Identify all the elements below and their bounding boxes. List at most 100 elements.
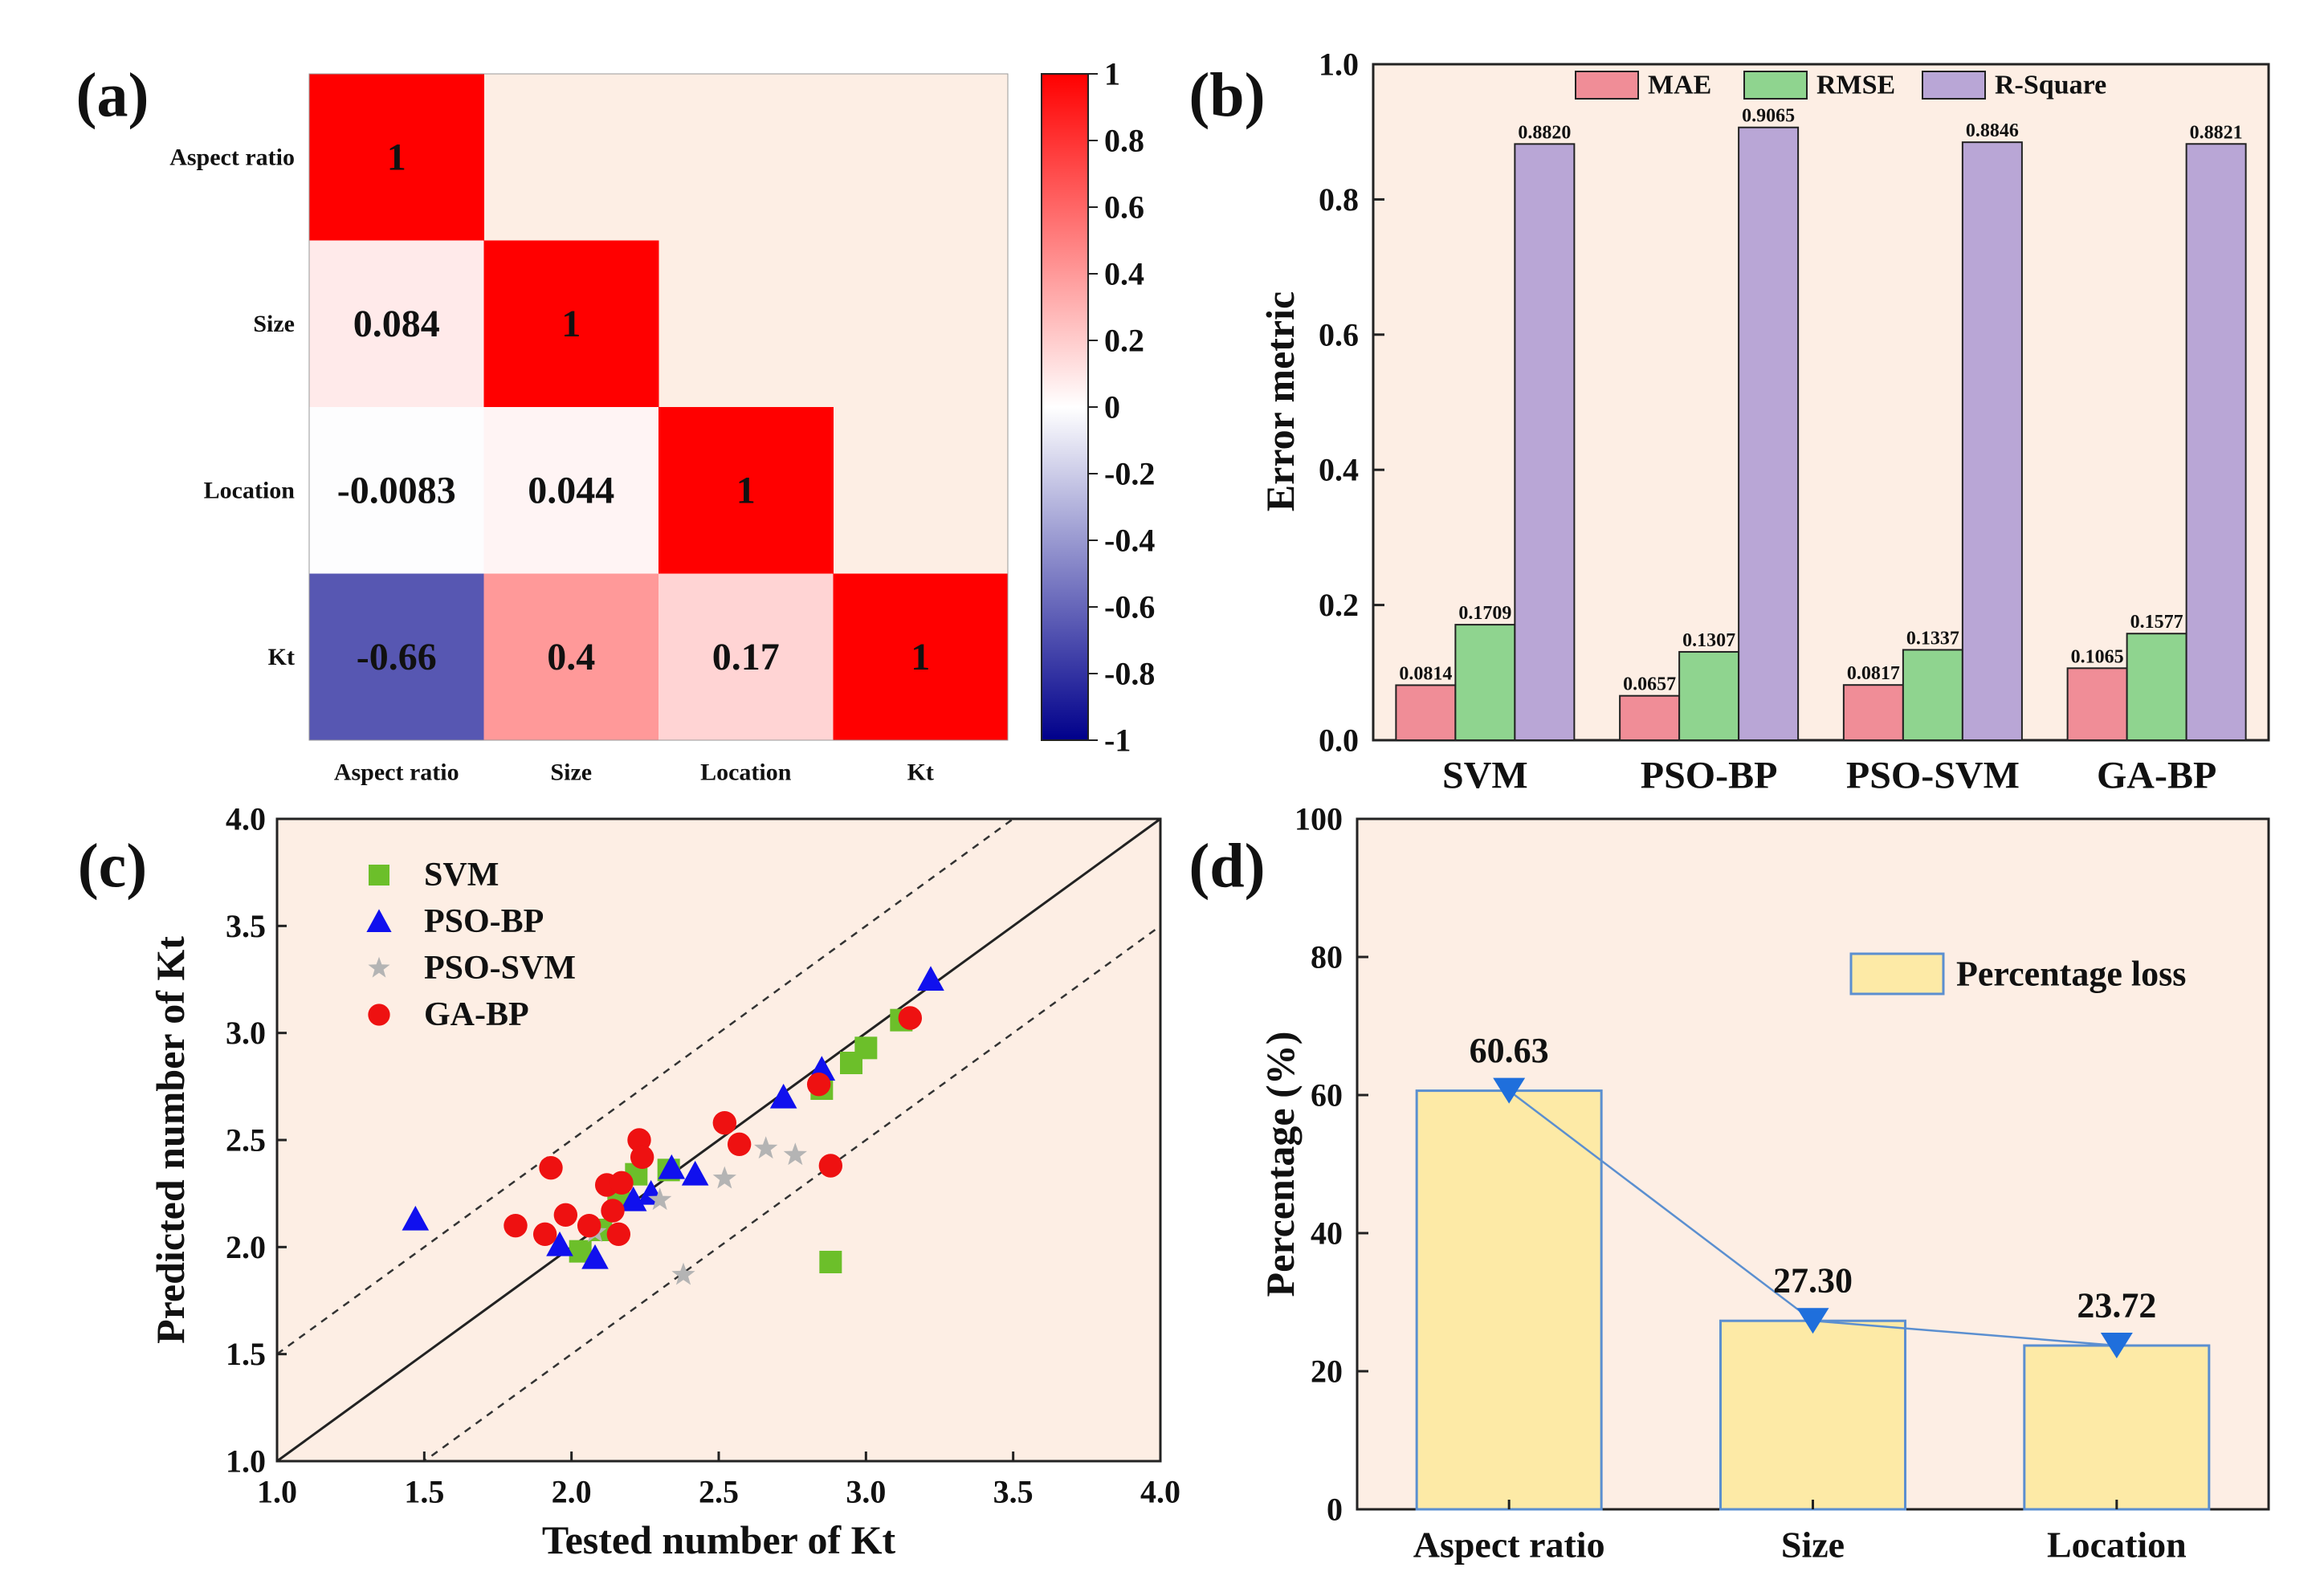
bar-mae-pso-bp [1619, 694, 1681, 742]
legend-marker-pso-svm [368, 956, 390, 978]
point-ga-bp-14 [818, 1154, 843, 1178]
heatmap-cell-r1-c0 [309, 240, 484, 408]
y-tick-label-c-3: 2.5 [226, 1122, 266, 1158]
heatmap-cell-r3-c3 [833, 573, 1009, 741]
legend-label-c-svm: SVM [424, 857, 499, 894]
bar-r-square-ga-bp [2185, 143, 2247, 742]
heatmap-frame [308, 73, 1009, 741]
point-ga-bp-2 [539, 1155, 563, 1180]
bar-rmse-pso-svm [1902, 649, 1963, 742]
y-tick-label-d-3: 60 [1311, 1077, 1343, 1114]
heatmap-value-r3-c1: 0.4 [547, 636, 595, 678]
panel-b-bar-chart: 0.0 0.2 0.4 0.6 0.8 1.0 SVM 0.0814 0.1709 0.8820 P… [1189, 47, 2270, 797]
heatmap-cell-r2-c1 [483, 407, 659, 574]
bar-r-square-pso-bp [1738, 126, 1800, 742]
point-ga-bp-8 [610, 1171, 634, 1195]
bar-label-r-square-svm: 0.8820 [1518, 122, 1571, 143]
x-label-d-location: Location [2047, 1525, 2187, 1566]
heatmap-cell-r1-c1 [483, 240, 659, 408]
lower-band-line [422, 925, 1160, 1461]
bar-label-r-square-ga-bp: 0.8821 [2190, 122, 2243, 143]
heatmap-value-r0-c0: 1 [387, 136, 406, 178]
heatmap-value-r3-c2: 0.17 [712, 636, 780, 678]
identity-line [277, 819, 1160, 1461]
point-pso-bp-3 [619, 1186, 647, 1211]
point-ga-bp-7 [606, 1222, 631, 1247]
colorbar-tick-label-5: 0 [1104, 389, 1120, 425]
bar-rmse-pso-bp [1678, 650, 1740, 742]
bar-r-square-pso-svm [1961, 141, 2023, 741]
colorbar-tick-label-6: -0.2 [1104, 456, 1155, 492]
point-svm-8 [854, 1036, 878, 1060]
x-tick-label-c-6: 4.0 [1140, 1474, 1180, 1510]
legend-swatch-percentage-loss [1849, 952, 1945, 996]
point-pso-bp-5 [658, 1154, 686, 1179]
y-tick-label-b-1: 0.2 [1319, 587, 1359, 623]
colorbar [1041, 73, 1089, 741]
colorbar-tick-label-4: 0.2 [1104, 323, 1144, 359]
bar-label-rmse-pso-bp: 0.1307 [1682, 630, 1735, 651]
bar-label-mae-pso-bp: 0.0657 [1623, 674, 1676, 695]
panel-label-d: (d) [1189, 831, 1265, 901]
y-tick-label-d-4: 80 [1311, 939, 1343, 975]
bar-r-square-svm [1514, 143, 1576, 741]
colorbar-tick-label-9: -0.8 [1104, 656, 1155, 692]
x-label-pso-bp: PSO-BP [1641, 755, 1778, 797]
x-tick-label-c-0: 1.0 [257, 1474, 297, 1510]
heatmap-value-r3-c3: 1 [911, 636, 930, 678]
point-pso-bp-7 [769, 1083, 797, 1109]
col-label-location: Location [700, 759, 792, 786]
col-label-size: Size [550, 759, 592, 786]
heatmap-cell-r2-c2 [658, 407, 834, 574]
y-tick-label-b-5: 1.0 [1319, 47, 1359, 83]
colorbar-tick-label-7: -0.4 [1104, 523, 1155, 559]
legend-label-c-pso-svm: PSO-SVM [424, 950, 576, 987]
heatmap-value-r2-c1: 0.044 [528, 469, 614, 511]
scatter-points [402, 966, 944, 1285]
bar-label-mae-svm: 0.0814 [1399, 663, 1452, 684]
point-pso-bp-2 [581, 1244, 609, 1269]
bar-label-mae-ga-bp: 0.1065 [2071, 646, 2124, 667]
row-label-aspect-ratio: Aspect ratio [169, 144, 295, 170]
point-pso-bp-0 [402, 1205, 430, 1231]
y-tick-label-c-1: 1.5 [226, 1336, 266, 1372]
point-pso-bp-1 [546, 1231, 573, 1256]
legend-swatch-rmse [1743, 71, 1808, 100]
x-label-d-size: Size [1781, 1525, 1845, 1566]
upper-band-line [277, 819, 1015, 1355]
panel-label-c: (c) [78, 831, 148, 901]
y-tick-label-d-5: 100 [1295, 801, 1343, 837]
panel-label-b: (b) [1189, 60, 1265, 130]
reference-lines [277, 819, 1160, 1461]
y-tick-label-b-3: 0.6 [1319, 316, 1359, 352]
point-ga-bp-4 [577, 1213, 601, 1238]
heatmap-cell-r2-c0 [309, 407, 484, 574]
point-ga-bp-1 [532, 1222, 557, 1247]
y-tick-label-c-4: 3.0 [226, 1015, 266, 1051]
panel-a-heatmap: 1 0.084 1 -0.0083 0.044 1 -0.66 0.4 0.17 1 Aspect … [76, 56, 1156, 786]
x-label-svm: SVM [1442, 755, 1528, 797]
point-ga-bp-3 [553, 1203, 578, 1228]
value-label-aspect-ratio: 60.63 [1470, 1031, 1549, 1070]
y-tick-label-c-0: 1.0 [226, 1443, 266, 1480]
colorbar-tick-label-0: 1 [1104, 56, 1120, 92]
y-tick-label-b-2: 0.4 [1319, 452, 1359, 488]
col-label-aspect-ratio: Aspect ratio [334, 759, 459, 786]
legend-label-percentage-loss: Percentage loss [1956, 955, 2186, 994]
value-label-size: 27.30 [1773, 1261, 1853, 1301]
point-svm-6 [819, 1251, 842, 1273]
y-tick-label-d-0: 0 [1327, 1492, 1343, 1528]
value-label-location: 23.72 [2077, 1286, 2156, 1325]
row-label-kt: Kt [268, 644, 295, 670]
bar-mae-pso-svm [1842, 684, 1904, 742]
point-ga-bp-11 [712, 1110, 737, 1135]
legend-swatch-r-square [1922, 71, 1986, 100]
colorbar-tick-label-10: -1 [1104, 723, 1131, 759]
legend-swatch-mae [1575, 71, 1639, 100]
heatmap-cell-r3-c1 [483, 573, 659, 741]
bar-aspect-ratio [1415, 1089, 1603, 1511]
bar-label-mae-pso-svm: 0.0817 [1847, 663, 1900, 684]
point-pso-svm-5 [783, 1142, 807, 1166]
colorbar-tick-label-2: 0.6 [1104, 189, 1144, 226]
bar-label-rmse-svm: 0.1709 [1458, 603, 1511, 624]
